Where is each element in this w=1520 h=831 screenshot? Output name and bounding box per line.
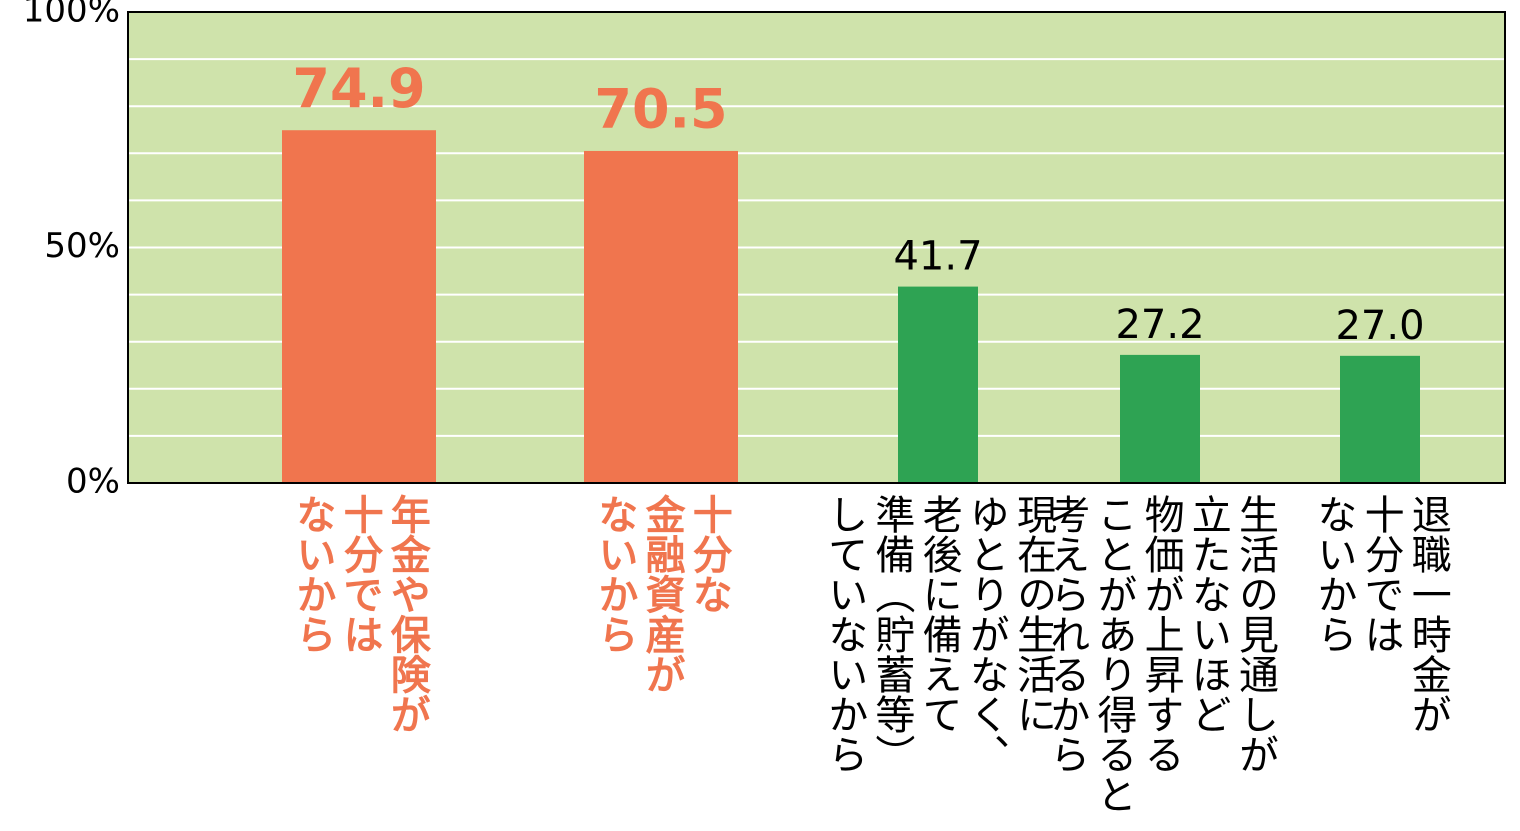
category-label: 年金や保険が 十分では ないから: [289, 494, 430, 734]
bar: [1340, 355, 1420, 483]
y-tick-label: 0%: [66, 462, 120, 502]
y-tick-label: 100%: [23, 0, 120, 31]
value-label: 70.5: [594, 78, 727, 141]
bar: [584, 150, 738, 483]
category-label: 生活の見通しが 立たないほど 物価が上昇する ことがあり得ると 考えられるから: [1043, 494, 1278, 814]
category-label: 現在の生活に ゆとりがなく、 老後に備えて 準備（貯蓄等） していないから: [821, 494, 1056, 774]
value-label: 27.2: [1115, 302, 1204, 348]
value-label: 74.9: [292, 57, 425, 120]
category-label: 十分な 金融資産が ないから: [591, 494, 732, 694]
value-label: 41.7: [893, 234, 982, 280]
bar: [1120, 354, 1200, 483]
y-tick-label: 50%: [44, 226, 120, 266]
bar: [282, 130, 436, 483]
category-label: 退職一時金が 十分では ないから: [1310, 494, 1451, 734]
bar: [898, 286, 978, 483]
value-label: 27.0: [1335, 303, 1424, 349]
